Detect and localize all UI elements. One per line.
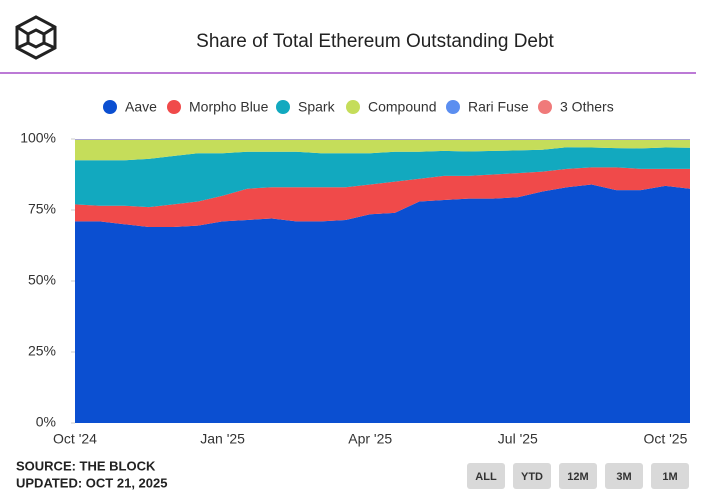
area [75,167,690,228]
y-tick-label: 50% [28,272,56,288]
x-tick-label: Jul '25 [498,431,538,447]
legend-marker [446,100,460,114]
range-button[interactable] [513,463,551,489]
range-button[interactable] [651,463,689,489]
area [75,147,690,208]
range-button[interactable] [559,463,597,489]
legend-label: Rari Fuse [468,99,529,115]
x-tick-label: Jan '25 [200,431,245,447]
y-tick-label: 100% [20,130,56,146]
legend-marker [103,100,117,114]
legend-label: Morpho Blue [189,99,269,115]
range-button[interactable] [605,463,643,489]
range-button-label[interactable]: 12M [567,471,588,483]
x-tick-label: Oct '24 [53,431,97,447]
area [75,139,690,161]
legend-label: 3 Others [560,99,614,115]
range-button-label[interactable]: 1M [662,471,677,483]
legend-marker [276,100,290,114]
logo [15,15,57,60]
y-tick-label: 75% [28,201,56,217]
x-tick-label: Oct '25 [643,431,687,447]
area [75,184,690,423]
x-tick-label: Apr '25 [348,431,392,447]
range-button[interactable] [467,463,505,489]
y-tick-label: 0% [36,414,56,430]
range-button-label[interactable]: ALL [475,471,497,483]
legend-marker [538,100,552,114]
range-button-label[interactable]: YTD [521,471,543,483]
source: SOURCE: THE BLOCK [16,458,156,473]
legend-label: Aave [125,99,157,115]
legend-marker [167,100,181,114]
legend-marker [346,100,360,114]
legend-label: Spark [298,99,336,115]
y-tick-label: 25% [28,343,56,359]
chart-title: Share of Total Ethereum Outstanding Debt [196,31,554,52]
updated: UPDATED: OCT 21, 2025 [16,475,167,490]
legend-label: Compound [368,99,437,115]
range-button-label[interactable]: 3M [616,471,631,483]
area [75,139,690,140]
